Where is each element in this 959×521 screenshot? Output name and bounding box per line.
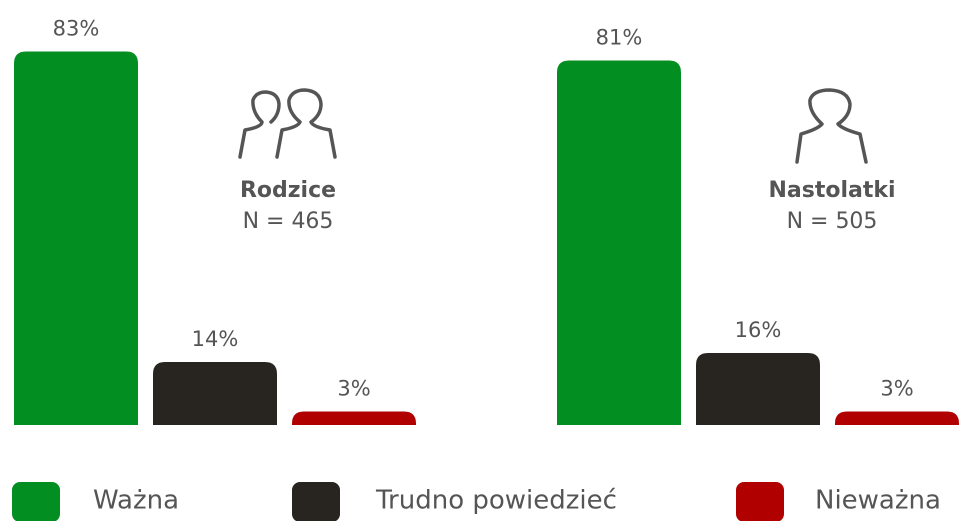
bar [292,411,416,425]
legend-label: Ważna [93,486,179,516]
value-label: 3% [880,377,913,401]
legend-label: Nieważna [815,486,941,516]
value-label: 14% [192,327,239,351]
bar [557,60,681,425]
teen-icon [795,88,868,164]
legend-label: Trudno powiedzieć [375,486,617,516]
value-label: 3% [337,377,370,401]
legend-swatch [292,482,340,521]
legend-swatch [736,482,784,521]
value-label: 81% [596,26,643,50]
bar [835,411,959,425]
legend-swatch [12,482,60,521]
value-label: 83% [53,17,100,41]
chart-subtitle: N = 505 [787,209,878,234]
chart-subtitle: N = 465 [243,209,334,234]
chart-title: Nastolatki [768,178,895,203]
chart-title: Rodzice [240,178,336,203]
parents-icon [238,88,337,159]
bar [14,51,138,425]
value-label: 16% [735,318,782,342]
bar [696,353,820,425]
bar [153,362,277,425]
